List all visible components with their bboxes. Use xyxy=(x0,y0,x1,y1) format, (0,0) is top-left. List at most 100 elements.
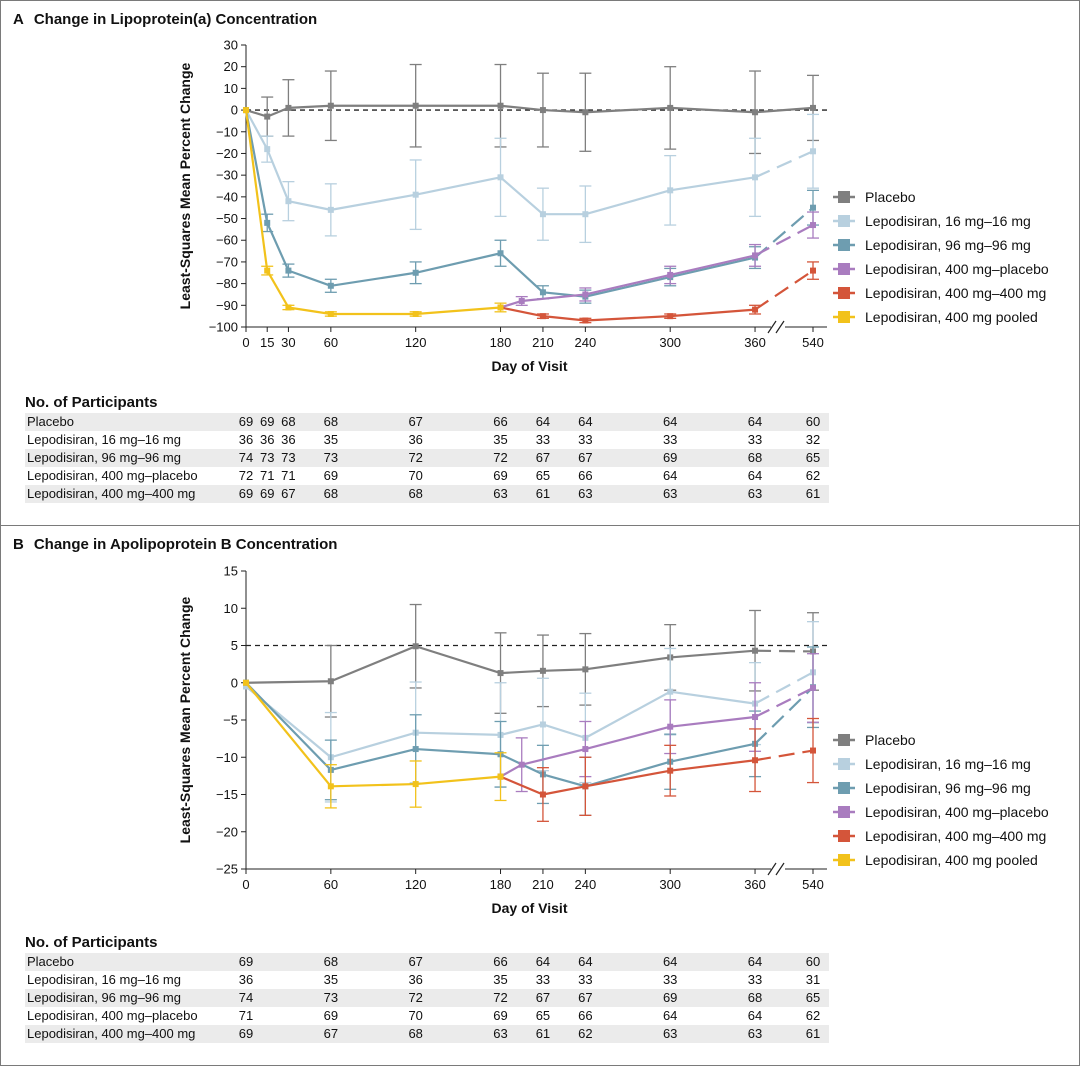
b-participants-count: 33 xyxy=(535,972,551,987)
a-lepodisiran-400-mg-400-mg-point xyxy=(582,317,589,324)
a-y-tick-label: 30 xyxy=(224,38,238,53)
b-placebo-point xyxy=(497,670,504,677)
a-lepodisiran-16-mg-16-mg-point xyxy=(285,198,292,205)
a-participants-row-label: Placebo xyxy=(27,414,74,429)
a-participants-count: 67 xyxy=(535,450,551,465)
b-participants-count: 70 xyxy=(408,1008,423,1023)
b-participants-count: 67 xyxy=(578,990,593,1005)
b-lepodisiran-400-mg-pooled-point xyxy=(497,773,504,780)
a-lepodisiran-96-mg-96-mg-point xyxy=(810,204,816,211)
a-participants-count: 64 xyxy=(662,414,678,429)
b-participants-row-label: Lepodisiran, 400 mg–400 mg xyxy=(27,1026,196,1041)
b-lepodisiran-400-mg-400-mg-point xyxy=(539,791,546,798)
b-placebo-line xyxy=(245,645,756,684)
b-participants-count: 36 xyxy=(408,972,423,987)
b-placebo-point xyxy=(412,643,419,650)
a-participants-row-lepodisiran-400-mg-400-mg: Lepodisiran, 400 mg–400 mg 69 69 67 68 68 63 61… xyxy=(25,485,829,503)
a-participants-count: 67 xyxy=(408,414,423,429)
a-axis-break-mark-2 xyxy=(775,320,785,334)
a-x-tick-label: 540 xyxy=(802,335,824,350)
b-participants-row-label: Placebo xyxy=(27,954,74,969)
a-lepodisiran-96-mg-96-mg-point xyxy=(497,250,504,257)
b-lepodisiran-400-mg-placebo-point xyxy=(518,761,525,768)
a-lepodisiran-16-mg-16-mg-point xyxy=(497,174,504,181)
a-participants-count: 67 xyxy=(578,450,593,465)
a-participants-count: 36 xyxy=(259,432,275,447)
b-participants-count: 72 xyxy=(408,990,423,1005)
b-participants-count: 33 xyxy=(747,972,763,987)
a-participants-count: 74 xyxy=(238,450,254,465)
a-y-tick-label: −50 xyxy=(216,211,238,226)
a-participants-row-label: Lepodisiran, 400 mg–placebo xyxy=(27,468,198,483)
a-participants-count: 36 xyxy=(408,432,423,447)
b-participants-count: 72 xyxy=(493,990,508,1005)
a-participants-count: 64 xyxy=(535,414,551,429)
a-lepodisiran-16-mg-16-mg-point xyxy=(327,206,334,213)
b-participants-count: 69 xyxy=(238,1026,254,1041)
b-participants-count: 36 xyxy=(238,972,254,987)
b-y-tick-label: 15 xyxy=(224,564,238,579)
a-placebo-point xyxy=(752,109,759,116)
b-legend-lepodisiran-400-mg-placebo-label: Lepodisiran, 400 mg–placebo xyxy=(865,804,1049,820)
b-lepodisiran-400-mg-pooled-point xyxy=(412,781,419,788)
b-legend-placebo-swatch xyxy=(838,734,850,746)
a-placebo-point xyxy=(810,104,816,111)
a-participants-row-placebo: Placebo 69 69 68 68 67 66 64 64 64 64 60 xyxy=(25,413,829,431)
a-y-tick-label: 0 xyxy=(231,103,238,118)
a-participants-row-lepodisiran-96-mg-96-mg: Lepodisiran, 96 mg–96 mg 74 73 73 73 72 72 67 67… xyxy=(25,449,829,467)
a-participants-count: 35 xyxy=(323,432,339,447)
a-participants-count: 70 xyxy=(408,468,423,483)
a-participants-count: 33 xyxy=(578,432,593,447)
a-lepodisiran-400-mg-pooled-point xyxy=(412,310,419,317)
a-lepodisiran-16-mg-16-mg-point xyxy=(752,174,759,181)
b-lepodisiran-16-mg-16-mg-line-extension xyxy=(754,671,814,705)
a-participants-count: 69 xyxy=(493,468,508,483)
b-participants-count: 74 xyxy=(238,990,254,1005)
b-legend-lepodisiran-400-mg-400-mg-label: Lepodisiran, 400 mg–400 mg xyxy=(865,828,1046,844)
a-participants-count: 72 xyxy=(408,450,423,465)
b-x-tick-label: 180 xyxy=(490,877,512,892)
panel-b-letter: B xyxy=(13,536,24,553)
a-axis-break-mark-1 xyxy=(767,320,777,334)
a-lepodisiran-16-mg-16-mg-point xyxy=(264,146,271,153)
a-participants-count: 32 xyxy=(805,432,821,447)
a-participants-count: 69 xyxy=(259,486,275,501)
a-y-tick-label: −100 xyxy=(209,320,238,335)
a-participants-count: 67 xyxy=(281,486,296,501)
a-participants-count: 36 xyxy=(238,432,254,447)
b-y-tick-label: 0 xyxy=(231,675,238,690)
a-placebo-point xyxy=(412,102,419,109)
b-x-tick-label: 60 xyxy=(324,877,338,892)
a-participants-count: 64 xyxy=(747,468,763,483)
a-participants-count: 62 xyxy=(805,468,821,483)
a-participants-count: 68 xyxy=(281,414,296,429)
a-lepodisiran-16-mg-16-mg-point xyxy=(667,187,674,194)
a-participants-count: 69 xyxy=(259,414,275,429)
b-lepodisiran-16-mg-16-mg-point xyxy=(243,683,249,690)
b-lepodisiran-16-mg-16-mg-line xyxy=(245,685,756,759)
a-lepodisiran-400-mg-placebo-point xyxy=(667,271,674,278)
a-legend-lepodisiran-96-mg-96-mg-swatch xyxy=(838,239,850,251)
a-participants-count: 64 xyxy=(747,414,763,429)
a-participants-count: 66 xyxy=(578,468,593,483)
a-participants-count: 73 xyxy=(323,450,339,465)
b-participants-count: 69 xyxy=(662,990,678,1005)
a-participants-row-label: Lepodisiran, 96 mg–96 mg xyxy=(27,450,181,465)
b-lepodisiran-400-mg-pooled-line xyxy=(245,682,501,788)
panel-b: B Change in Apolipoprotein B Concentratio… xyxy=(0,525,1080,1066)
b-y-tick-label: −15 xyxy=(216,787,238,802)
panel-a-title: A Change in Lipoprotein(a) Concentration xyxy=(13,11,317,28)
a-placebo-point xyxy=(582,109,589,116)
a-lepodisiran-400-mg-400-mg-line-extension xyxy=(754,269,814,311)
b-participants-count: 73 xyxy=(323,990,339,1005)
b-participants-row-lepodisiran-96-mg-96-mg: Lepodisiran, 96 mg–96 mg 74 73 72 72 67 67 69 68… xyxy=(25,989,829,1007)
a-participants-count: 69 xyxy=(238,414,254,429)
b-y-tick-label: −25 xyxy=(216,862,238,877)
a-participants-count: 68 xyxy=(747,450,763,465)
b-x-tick-label: 0 xyxy=(242,877,249,892)
a-participants-count: 63 xyxy=(493,486,508,501)
a-y-tick-label: −30 xyxy=(216,168,238,183)
b-lepodisiran-400-mg-400-mg-line xyxy=(500,759,756,796)
a-lepodisiran-400-mg-pooled-line xyxy=(244,109,501,316)
